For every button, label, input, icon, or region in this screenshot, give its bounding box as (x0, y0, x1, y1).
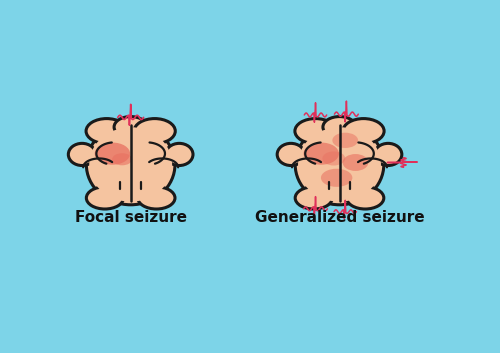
Ellipse shape (114, 116, 147, 138)
Ellipse shape (134, 119, 175, 144)
Ellipse shape (94, 143, 130, 165)
Ellipse shape (346, 187, 384, 209)
Text: Focal seizure: Focal seizure (74, 210, 186, 225)
Ellipse shape (304, 143, 339, 165)
Ellipse shape (332, 133, 358, 148)
Ellipse shape (322, 151, 345, 166)
Ellipse shape (86, 124, 175, 205)
Ellipse shape (68, 143, 96, 166)
Ellipse shape (138, 187, 175, 209)
Ellipse shape (323, 116, 356, 138)
Ellipse shape (89, 127, 172, 202)
Ellipse shape (298, 127, 381, 202)
Ellipse shape (374, 143, 402, 166)
Ellipse shape (86, 187, 124, 209)
Text: Generalized seizure: Generalized seizure (254, 210, 424, 225)
Ellipse shape (343, 119, 384, 144)
Ellipse shape (277, 143, 304, 166)
Ellipse shape (295, 119, 336, 144)
Ellipse shape (112, 153, 132, 165)
Ellipse shape (342, 154, 368, 171)
Ellipse shape (321, 169, 352, 187)
Ellipse shape (295, 124, 384, 205)
Ellipse shape (86, 119, 127, 144)
Ellipse shape (166, 143, 193, 166)
Ellipse shape (295, 187, 333, 209)
